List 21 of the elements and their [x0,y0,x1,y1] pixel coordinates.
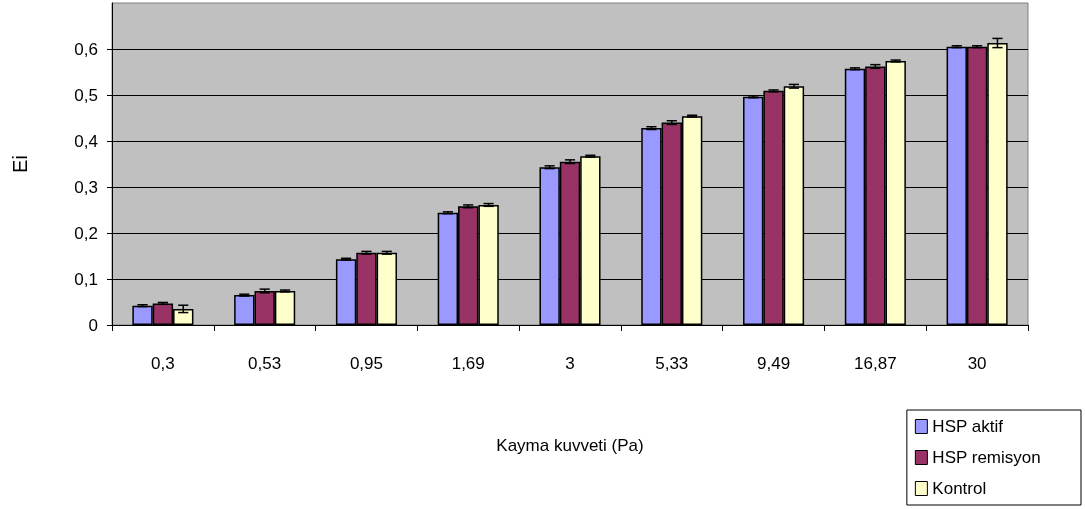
x-tick-label: 0,95 [349,354,383,373]
x-tick-label: 0,53 [248,354,282,373]
x-axis-title: Kayma kuvveti (Pa) [496,436,644,455]
x-tick-label: 0,3 [151,354,175,373]
x-tick-label: 3 [565,354,575,373]
x-tick-label: 30 [967,354,987,373]
y-tick-label: 0,4 [74,131,98,151]
x-tick-label: 5,33 [655,354,689,373]
y-tick-label: 0,3 [74,177,98,197]
y-tick-label: 0,6 [74,39,98,59]
legend-label: Kontrol [932,479,987,498]
y-tick-label: 0 [88,315,98,335]
y-axis-title: Ei [9,155,31,173]
legend-label: HSP aktif [932,417,1004,436]
y-tick-label: 0,2 [74,223,98,243]
x-tick-label: 9,49 [757,354,791,373]
legend-label: HSP remisyon [932,448,1041,467]
x-tick-label: 16,87 [854,354,897,373]
y-tick-label: 0,5 [74,85,98,105]
x-tick-label: 1,69 [451,354,485,373]
y-tick-label: 0,1 [74,269,98,289]
